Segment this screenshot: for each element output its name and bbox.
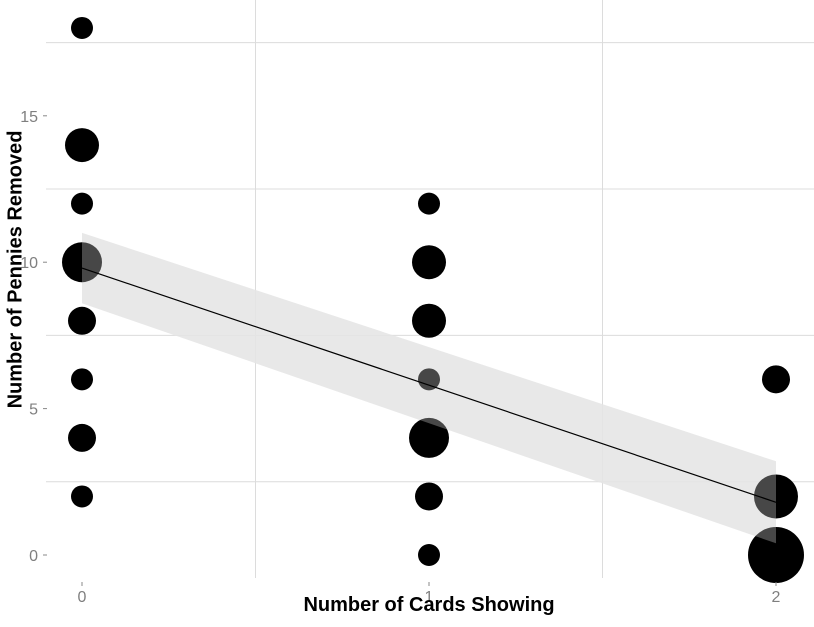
data-point — [415, 482, 443, 511]
data-point — [412, 303, 446, 338]
y-tick-label: 5 — [29, 402, 38, 419]
x-axis-label: Number of Cards Showing — [303, 594, 555, 616]
x-axis-ticks: 0 1 2 — [78, 582, 781, 606]
data-point — [71, 16, 93, 39]
data-point — [748, 527, 804, 583]
band-overlay — [82, 232, 776, 544]
regression-line — [81, 267, 777, 503]
x-tick-label: 1 — [425, 589, 434, 606]
data-point — [71, 485, 93, 508]
data-point — [409, 417, 449, 458]
data-points — [62, 16, 804, 583]
y-axis-ticks: 0 5 10 15 — [20, 109, 47, 565]
data-point — [71, 192, 93, 215]
x-tick-label: 2 — [772, 589, 781, 606]
data-point — [412, 245, 446, 280]
data-point — [71, 368, 93, 391]
data-point — [68, 423, 96, 452]
data-point — [418, 368, 440, 391]
data-point — [418, 544, 440, 566]
x-tick-label: 0 — [78, 589, 87, 606]
y-axis-label: Number of Pennies Removed — [4, 130, 27, 409]
y-tick-label: 10 — [20, 255, 38, 272]
y-tick-label: 0 — [29, 548, 38, 565]
data-point — [68, 306, 96, 335]
data-point — [418, 192, 440, 215]
data-point — [65, 128, 99, 163]
data-point — [762, 365, 790, 394]
y-tick-label: 15 — [20, 109, 38, 126]
data-point — [62, 242, 102, 283]
data-point — [754, 474, 798, 519]
